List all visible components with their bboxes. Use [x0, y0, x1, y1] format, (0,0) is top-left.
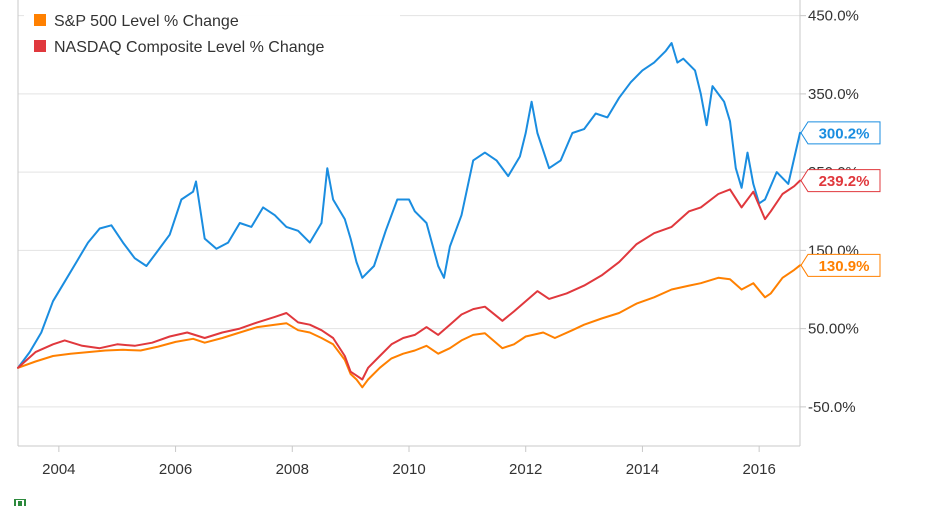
x-tick-label: 2016 [742, 461, 775, 478]
series-layer [17, 42, 801, 389]
x-tick-label: 2006 [159, 461, 192, 478]
end-label-text: 300.2% [819, 125, 870, 142]
legend-swatch-2 [34, 40, 46, 52]
y-tick-label: 450.0% [808, 8, 859, 25]
end-value-labels: 300.2% 130.9% 239.2% [800, 121, 881, 277]
series-line-2 [17, 179, 801, 381]
end-label-box [800, 121, 881, 145]
series-line-1 [17, 264, 801, 389]
legend: S&P 500 Level % Change NASDAQ Composite L… [24, 0, 400, 66]
legend-label-2: NASDAQ Composite Level % Change [54, 39, 324, 56]
series-line-0 [17, 42, 801, 369]
x-tick-label: 2008 [276, 461, 309, 478]
x-tick-label: 2012 [509, 461, 542, 478]
x-tick-label: 2014 [626, 461, 659, 478]
x-tick-label: 2004 [42, 461, 75, 478]
y-tick-label: 350.0% [808, 86, 859, 103]
end-label-box [800, 169, 881, 193]
end-label-box [800, 253, 881, 277]
end-label-text: 130.9% [819, 258, 870, 275]
end-label-1: 130.9% [800, 253, 881, 277]
x-tick-label: 2010 [392, 461, 425, 478]
y-tick-label: -50.0% [808, 399, 856, 416]
ycharts-logo-icon [14, 499, 26, 506]
x-axis-ticks: 2004 2006 2008 2010 2012 2014 2016 [42, 446, 776, 478]
legend-label-1: S&P 500 Level % Change [54, 13, 239, 30]
y-tick-label: 50.00% [808, 321, 859, 338]
legend-background [24, 0, 400, 66]
end-label-2: 239.2% [800, 169, 881, 193]
y-axis-ticks: -50.0%50.00%150.0%250.0%350.0%450.0% [800, 8, 859, 416]
end-label-text: 239.2% [819, 173, 870, 190]
legend-swatch-1 [34, 14, 46, 26]
end-label-0: 300.2% [800, 121, 881, 145]
